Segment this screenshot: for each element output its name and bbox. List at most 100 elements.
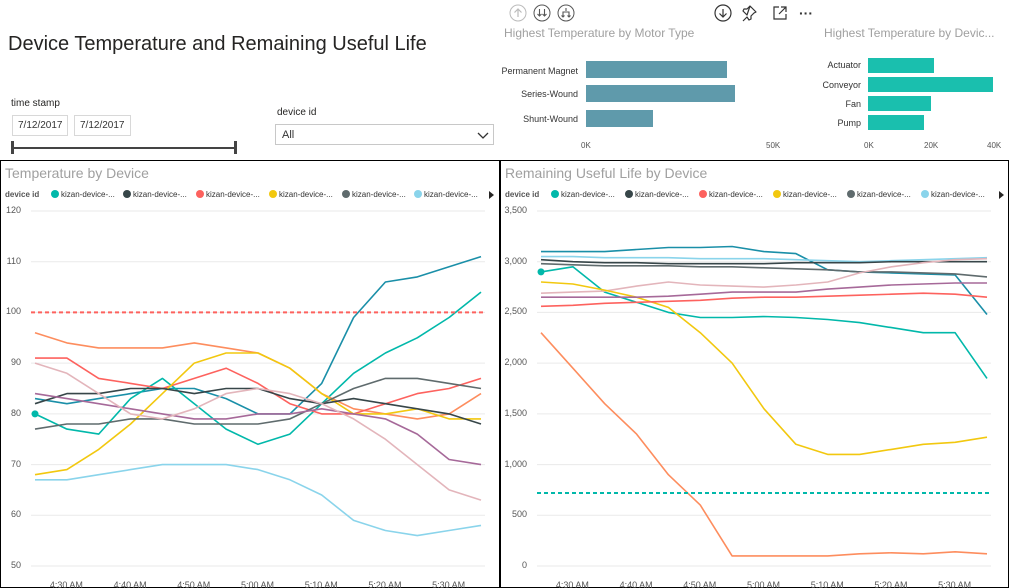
- legend-item[interactable]: kizan-device-...: [625, 190, 689, 199]
- device-type-bar[interactable]: [868, 58, 934, 73]
- rul-plot[interactable]: [501, 161, 1008, 587]
- legend-dot-icon: [342, 190, 350, 198]
- end-date-input[interactable]: 7/12/2017: [74, 115, 131, 136]
- legend-item[interactable]: kizan-device-...: [847, 190, 911, 199]
- focus-mode-icon[interactable]: [770, 3, 790, 23]
- legend-item[interactable]: kizan-device-...: [196, 190, 260, 199]
- pin-icon[interactable]: [739, 3, 759, 23]
- motor-category-label: Shunt-Wound: [523, 114, 578, 124]
- legend-item[interactable]: kizan-device-...: [551, 190, 615, 199]
- rul-y-tick: 3,500: [504, 205, 527, 215]
- legend-dot-icon: [551, 190, 559, 198]
- temperature-x-tick: 4:50 AM: [177, 580, 211, 588]
- chevron-down-icon: [477, 132, 489, 139]
- legend-item[interactable]: kizan-device-...: [269, 190, 333, 199]
- motor-bar[interactable]: [586, 61, 727, 78]
- temperature-series-line[interactable]: [34, 291, 482, 446]
- temperature-y-tick: 50: [10, 560, 21, 570]
- legend-item[interactable]: kizan-device-...: [123, 190, 187, 199]
- temperature-y-tick: 70: [10, 458, 21, 469]
- rul-series-line[interactable]: [540, 332, 988, 557]
- device-type-category-label: Fan: [845, 99, 861, 109]
- motor-category-label: Permanent Magnet: [501, 66, 578, 76]
- rul-highlight-point[interactable]: [537, 268, 545, 276]
- legend-dot-icon: [51, 190, 59, 198]
- temperature-series-line[interactable]: [34, 377, 482, 430]
- motor-x-tick: 0K: [581, 141, 591, 150]
- more-options-icon[interactable]: ···: [799, 5, 813, 21]
- rul-series-line[interactable]: [540, 258, 987, 265]
- temperature-panel[interactable]: Temperature by Device device id kizan-de…: [0, 160, 500, 588]
- device-type-category-label: Actuator: [827, 60, 861, 70]
- device-type-bar[interactable]: [868, 115, 925, 130]
- rul-x-tick: 4:40 AM: [619, 580, 653, 588]
- start-date-input[interactable]: 7/12/2017: [12, 115, 68, 136]
- rul-series-line[interactable]: [540, 257, 988, 294]
- legend-dot-icon: [773, 190, 781, 198]
- temperature-chart-title: Temperature by Device: [5, 165, 149, 181]
- legend-item[interactable]: kizan-device-...: [414, 190, 478, 199]
- device-type-x-tick: 40K: [987, 141, 1002, 150]
- temperature-series-line[interactable]: [34, 331, 482, 420]
- temperature-x-tick: 5:10 AM: [304, 580, 338, 588]
- temperature-series-line[interactable]: [34, 362, 482, 501]
- double-arrow-down-icon[interactable]: [532, 3, 552, 23]
- temperature-x-tick: 5:20 AM: [368, 580, 402, 588]
- arrow-down-circle-icon[interactable]: [713, 3, 733, 23]
- temperature-series-line[interactable]: [34, 392, 482, 466]
- rul-series-line[interactable]: [540, 262, 988, 278]
- temperature-y-tick: 110: [6, 255, 21, 266]
- temperature-x-tick: 4:30 AM: [49, 580, 83, 588]
- rul-panel[interactable]: Remaining Useful Life by Device device i…: [500, 160, 1009, 588]
- rul-x-tick: 5:00 AM: [747, 580, 781, 588]
- temperature-series-line[interactable]: [35, 463, 482, 537]
- motor-chart-title: Highest Temperature by Motor Type: [504, 26, 695, 40]
- legend-dot-icon: [625, 190, 633, 198]
- temperature-y-tick: 120: [5, 205, 21, 215]
- temperature-series-line[interactable]: [34, 352, 481, 476]
- drill-fork-icon[interactable]: [556, 3, 576, 23]
- rul-series-line[interactable]: [541, 282, 987, 298]
- temperature-highlight-point[interactable]: [31, 410, 39, 418]
- legend-key: device id: [5, 190, 40, 199]
- rul-x-tick: 5:10 AM: [810, 580, 844, 588]
- legend-next-icon[interactable]: [999, 191, 1004, 199]
- date-range-slider[interactable]: [12, 147, 236, 149]
- legend-item[interactable]: kizan-device-...: [342, 190, 406, 199]
- legend-item[interactable]: kizan-device-...: [51, 190, 115, 199]
- device-type-bar[interactable]: [868, 77, 993, 92]
- temperature-x-tick: 5:30 AM: [432, 580, 466, 588]
- device-type-category-label: Conveyor: [822, 80, 861, 90]
- arrow-up-icon[interactable]: [508, 3, 528, 23]
- slider-end-handle[interactable]: [234, 141, 237, 154]
- device-type-x-tick: 20K: [924, 141, 939, 150]
- rul-series-line[interactable]: [540, 281, 988, 456]
- temperature-series-line[interactable]: [35, 357, 482, 415]
- temperature-y-tick: 60: [10, 509, 21, 520]
- rul-series-line[interactable]: [541, 255, 988, 263]
- motor-bar[interactable]: [586, 85, 735, 102]
- legend-dot-icon: [414, 190, 422, 198]
- rul-x-tick: 5:20 AM: [874, 580, 908, 588]
- temperature-y-tick: 90: [10, 357, 21, 368]
- temperature-series-line[interactable]: [34, 255, 482, 415]
- temperature-y-tick: 80: [10, 407, 21, 418]
- motor-category-label: Series-Wound: [521, 89, 578, 99]
- legend-item[interactable]: kizan-device-...: [699, 190, 763, 199]
- device-type-bar[interactable]: [868, 96, 931, 111]
- device-id-dropdown[interactable]: All: [275, 124, 494, 145]
- legend-dot-icon: [847, 190, 855, 198]
- motor-bar[interactable]: [586, 110, 653, 127]
- temperature-plot[interactable]: [1, 161, 499, 587]
- report-title: Device Temperature and Remaining Useful …: [8, 33, 427, 55]
- legend-next-icon[interactable]: [489, 191, 494, 199]
- rul-series-line[interactable]: [540, 266, 988, 379]
- rul-series-line[interactable]: [541, 245, 988, 316]
- device-id-selected: All: [282, 129, 295, 141]
- legend-key: device id: [505, 190, 540, 199]
- rul-x-tick: 5:30 AM: [938, 580, 972, 588]
- rul-series-line[interactable]: [540, 292, 988, 308]
- slider-start-handle[interactable]: [11, 141, 14, 154]
- legend-item[interactable]: kizan-device-...: [921, 190, 985, 199]
- legend-item[interactable]: kizan-device-...: [773, 190, 837, 199]
